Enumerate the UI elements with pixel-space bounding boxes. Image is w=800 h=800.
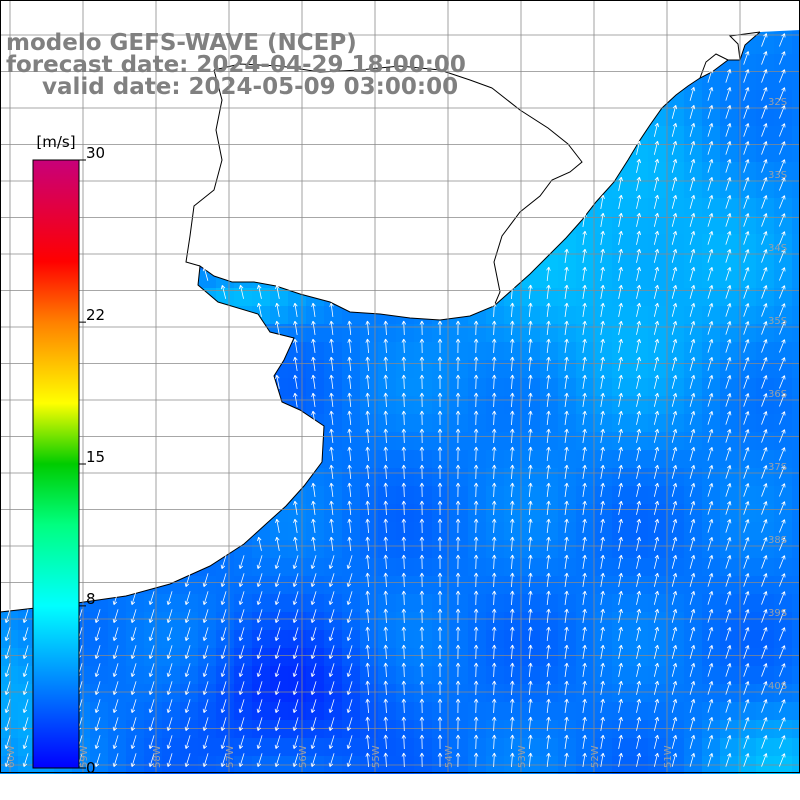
latitude-label: 37S <box>768 462 787 473</box>
latitude-label: 34S <box>768 243 787 254</box>
latitude-label: 40S <box>768 681 787 692</box>
latitude-label: 35S <box>768 316 787 327</box>
valid-date: valid date: 2024-05-09 03:00:00 <box>42 74 459 100</box>
country-border <box>185 31 761 307</box>
latitude-label: 39S <box>768 608 787 619</box>
longitude-label: 60W <box>6 745 17 768</box>
colorbar-unit: [m/s] <box>36 133 75 151</box>
longitude-label: 55W <box>371 745 382 768</box>
wind-direction-arrows <box>4 33 786 768</box>
colorbar-tick-label: 22 <box>86 306 105 324</box>
coastline <box>0 31 761 613</box>
longitude-label: 52W <box>590 745 601 768</box>
longitude-label: 56W <box>298 745 309 768</box>
land-area <box>0 0 800 612</box>
colorbar: [m/s] 30 22 15 8 0 <box>32 133 105 777</box>
longitude-label: 58W <box>152 745 163 768</box>
longitude-label: 53W <box>517 745 528 768</box>
forecast-date: forecast date: 2024-04-29 18:00:00 <box>6 52 466 78</box>
longitude-label: 59W <box>79 745 90 768</box>
colorbar-gradient <box>32 159 80 769</box>
grid-labels: 32S 33S 34S 35S 36S 37S 38S 39S 40S 60W 59W 58W 57W 5… <box>6 97 787 768</box>
model-title: modelo GEFS-WAVE (NCEP) <box>6 30 357 56</box>
longitude-label: 57W <box>225 745 236 768</box>
latitude-label: 33S <box>768 170 787 181</box>
colorbar-tick-label: 15 <box>86 448 105 466</box>
longitude-label: 51W <box>663 745 674 768</box>
colorbar-ticks: 30 22 15 8 0 <box>79 144 105 777</box>
latitude-label: 32S <box>768 97 787 108</box>
colorbar-tick-label: 8 <box>86 590 96 608</box>
latitude-label: 38S <box>768 535 787 546</box>
latitude-label: 36S <box>768 389 787 400</box>
longitude-label: 54W <box>444 745 455 768</box>
colorbar-tick-label: 30 <box>86 144 105 162</box>
colorbar-tick-label: 0 <box>86 759 96 777</box>
